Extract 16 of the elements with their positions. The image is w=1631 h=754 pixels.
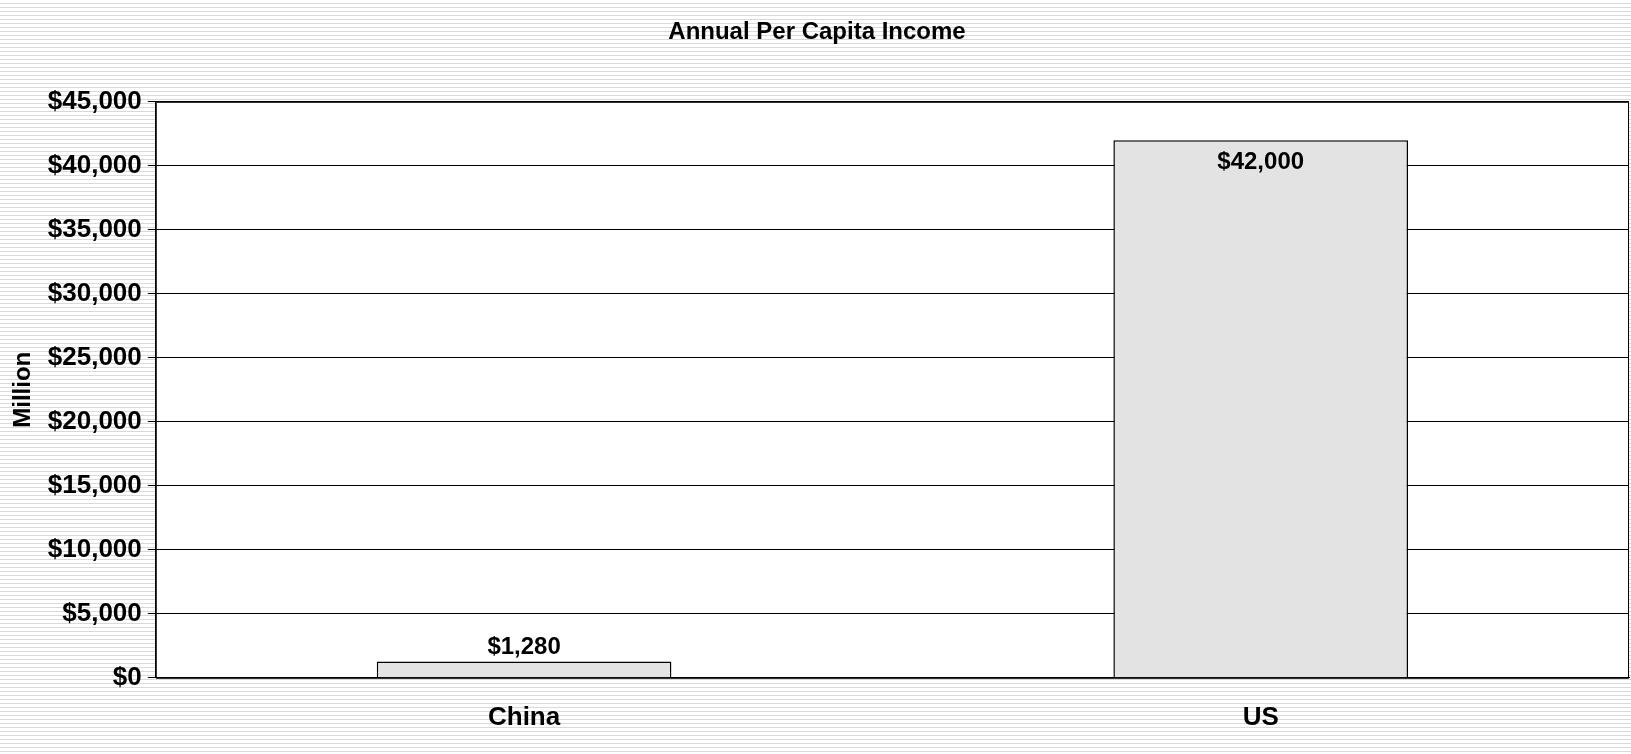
y-axis-title: Million (8, 351, 36, 428)
y-tick-label: $10,000 (47, 532, 142, 563)
y-tick-label: $35,000 (47, 212, 142, 243)
x-tick-label: US (1242, 700, 1279, 731)
y-tick-label: $45,000 (47, 84, 142, 115)
y-tick-label: $40,000 (47, 148, 142, 179)
data-label: $1,280 (487, 632, 561, 660)
data-label: $42,000 (1217, 146, 1305, 174)
y-tick-label: $0 (112, 660, 142, 691)
y-tick-label: $25,000 (47, 340, 142, 371)
chart-title: Annual Per Capita Income (668, 17, 966, 45)
y-tick-label: $30,000 (47, 276, 142, 307)
y-tick-label: $20,000 (47, 404, 142, 435)
y-tick-label: $5,000 (62, 596, 142, 627)
y-tick-label: $15,000 (47, 468, 142, 499)
x-tick-label: China (487, 700, 561, 731)
